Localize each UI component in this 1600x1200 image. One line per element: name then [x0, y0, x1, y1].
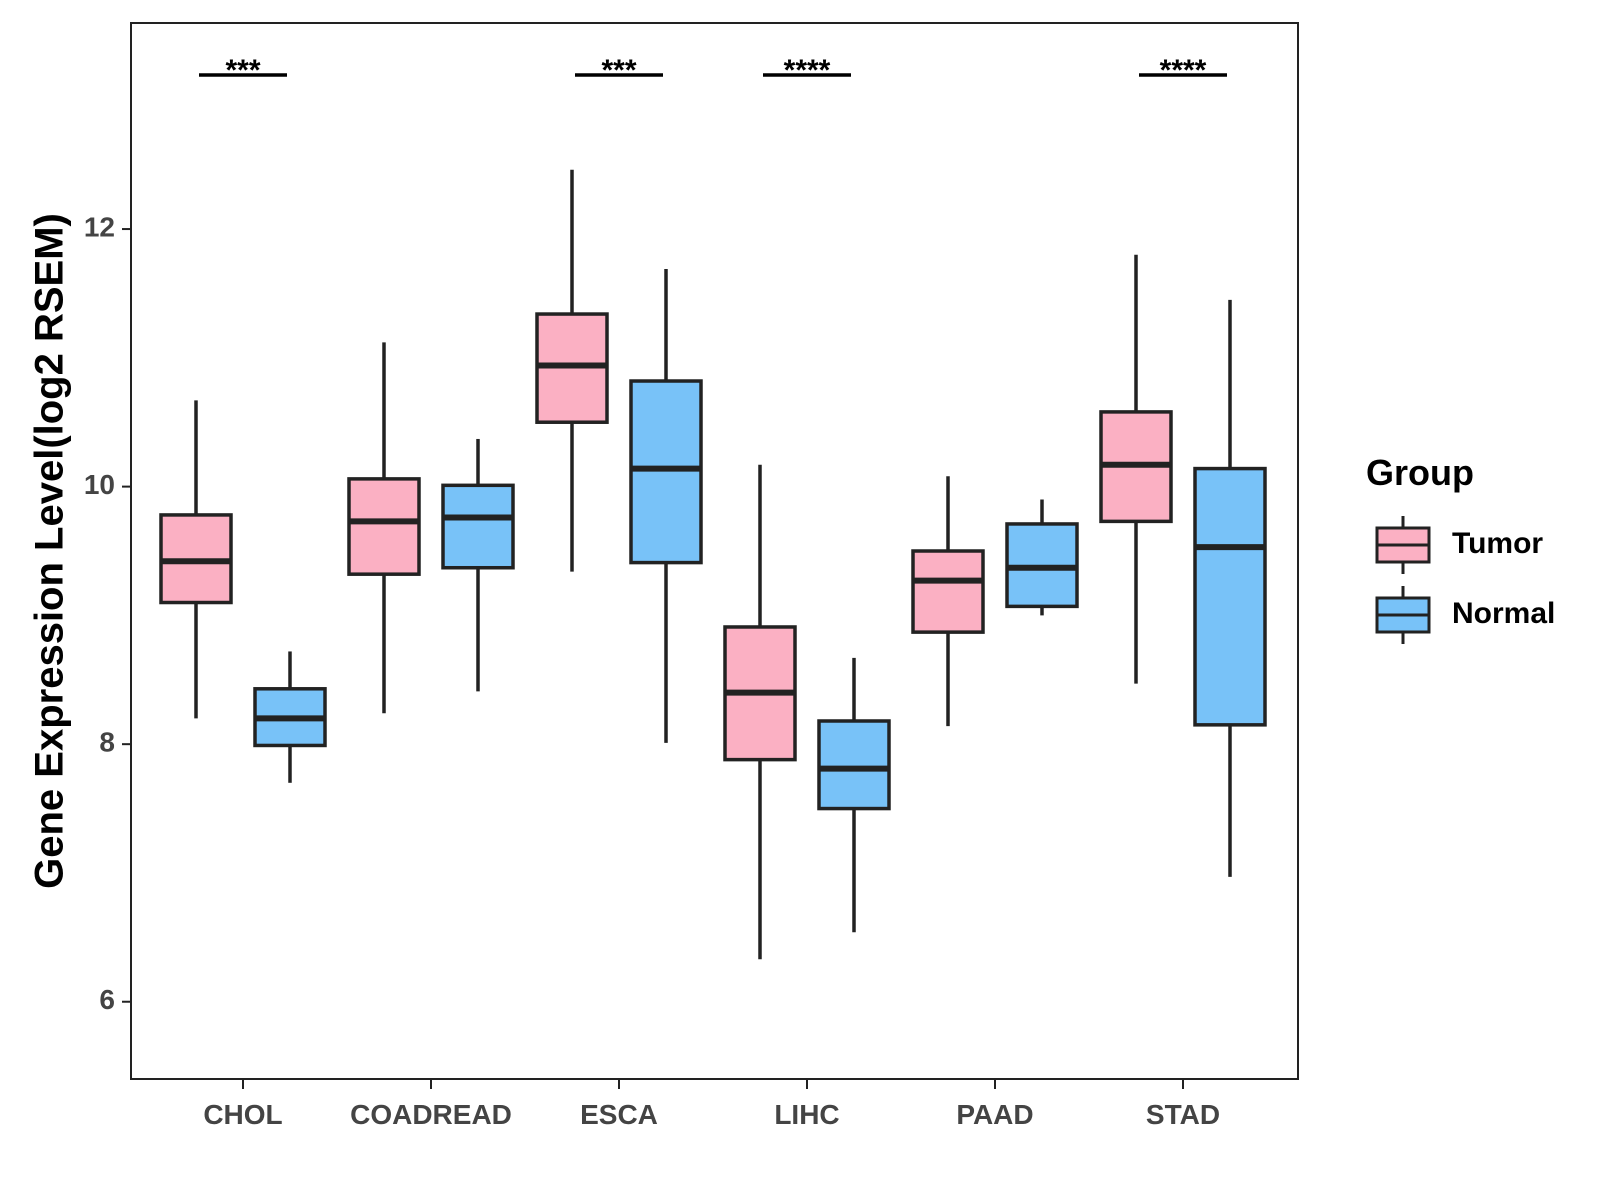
box-normal-paad — [1005, 499, 1079, 616]
x-tick-label: ESCA — [580, 1099, 658, 1130]
significance-label: *** — [601, 54, 636, 87]
box-tumor-chol — [159, 400, 233, 719]
legend-key-normal — [1375, 586, 1431, 644]
x-tick-label: STAD — [1146, 1099, 1220, 1130]
y-tick-label: 8 — [99, 727, 115, 758]
box-tumor-coadread — [347, 342, 421, 714]
legend-label-tumor: Tumor — [1452, 527, 1543, 560]
y-axis: 6 8 10 12 — [84, 211, 131, 1015]
x-tick-label: LIHC — [774, 1099, 839, 1130]
plot-panel — [130, 22, 1299, 1080]
box-tumor-esca — [535, 169, 609, 572]
legend-title: Group — [1366, 452, 1474, 493]
legend-label-normal: Normal — [1452, 597, 1555, 630]
x-tick-label: COADREAD — [350, 1099, 512, 1130]
y-tick-label: 6 — [99, 984, 115, 1015]
box-iqr — [441, 483, 515, 570]
box-normal-esca — [629, 268, 703, 743]
legend-key-tumor — [1375, 516, 1431, 574]
box-iqr — [817, 719, 891, 811]
x-axis: CHOL COADREAD ESCA LIHC PAAD STAD — [203, 1079, 1220, 1130]
box-normal-stad — [1193, 299, 1267, 877]
box-normal-chol — [253, 651, 327, 783]
box-tumor-paad — [911, 476, 985, 727]
box-iqr — [629, 379, 703, 565]
significance-annotations: *** *** **** **** — [199, 54, 1227, 87]
y-axis-title: Gene Expression Level(log2 RSEM) — [28, 213, 72, 889]
x-tick-label: CHOL — [203, 1099, 282, 1130]
x-tick-label: PAAD — [956, 1099, 1033, 1130]
box-normal-coadread — [441, 438, 515, 692]
box-normal-lihc — [817, 657, 891, 933]
boxes — [159, 169, 1267, 960]
significance-label: *** — [225, 54, 260, 87]
legend: Group Tumor Normal — [1366, 452, 1555, 644]
significance-label: **** — [784, 54, 831, 87]
significance-label: **** — [1160, 54, 1207, 87]
box-iqr — [1193, 466, 1267, 727]
box-tumor-lihc — [723, 464, 797, 960]
box-iqr — [347, 477, 421, 576]
box-tumor-stad — [1099, 254, 1173, 684]
box-iqr — [911, 549, 985, 634]
y-tick-label: 12 — [84, 211, 115, 242]
y-tick-label: 10 — [84, 469, 115, 500]
